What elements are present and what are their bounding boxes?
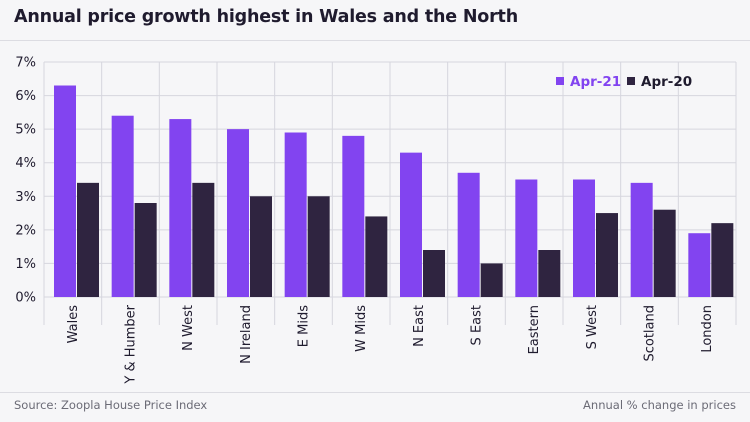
x-axis-ticks: Wales Y & Humber N West N Ireland E Mids W Mi… bbox=[66, 304, 715, 384]
grid-lines bbox=[43, 61, 737, 325]
x-tick-label: Wales bbox=[66, 305, 81, 344]
y-axis-ticks: 0% 1% 2% 3% 4% 5% 6% 7% bbox=[15, 56, 36, 306]
bar-apr-20-eastern bbox=[538, 250, 561, 297]
y-tick-label: 4% bbox=[15, 156, 36, 171]
bar-apr-21-w-mids bbox=[342, 135, 365, 297]
x-tick-label: N Ireland bbox=[239, 305, 254, 364]
y-tick-label: 6% bbox=[15, 89, 36, 104]
legend-swatch bbox=[627, 77, 635, 85]
source-note: Source: Zoopla House Price Index bbox=[14, 398, 208, 412]
y-tick-label: 7% bbox=[15, 56, 36, 71]
y-tick-label: 1% bbox=[15, 257, 36, 272]
legend: Apr-21 Apr-20 bbox=[556, 74, 692, 90]
y-tick-label: 3% bbox=[15, 190, 36, 205]
bar-apr-20-s-east bbox=[480, 263, 503, 297]
x-tick-label: London bbox=[700, 305, 715, 353]
bars bbox=[54, 85, 734, 297]
bar-apr-20-w-mids bbox=[365, 216, 388, 297]
bar-apr-21-n-west bbox=[169, 119, 192, 297]
x-tick-label: E Mids bbox=[297, 305, 312, 347]
y-tick-label: 0% bbox=[15, 291, 36, 306]
x-tick-label: Eastern bbox=[527, 305, 542, 354]
bar-apr-21-y-humber bbox=[111, 115, 134, 297]
bar-apr-21-london bbox=[688, 233, 711, 297]
bar-apr-20-y-humber bbox=[134, 203, 157, 297]
x-tick-label: Y & Humber bbox=[124, 304, 139, 384]
bar-apr-21-e-mids bbox=[284, 132, 307, 297]
bar-apr-21-n-ireland bbox=[227, 129, 249, 297]
bar-apr-20-n-west bbox=[192, 182, 215, 297]
units-note: Annual % change in prices bbox=[583, 398, 736, 412]
bar-apr-21-wales bbox=[54, 85, 76, 297]
bar-apr-21-s-east bbox=[457, 172, 480, 297]
legend-label: Apr-20 bbox=[641, 74, 692, 90]
x-tick-label: S East bbox=[470, 305, 485, 345]
bar-apr-20-s-west bbox=[596, 213, 618, 297]
legend-swatch bbox=[556, 77, 564, 85]
bar-apr-21-scotland bbox=[630, 182, 653, 297]
bar-apr-20-n-east bbox=[423, 250, 445, 297]
chart-title: Annual price growth highest in Wales and… bbox=[14, 7, 518, 27]
x-tick-label: W Mids bbox=[354, 305, 369, 352]
title-divider bbox=[0, 40, 750, 41]
bar-apr-21-eastern bbox=[515, 179, 538, 297]
bar-apr-20-scotland bbox=[653, 209, 676, 297]
bar-apr-21-s-west bbox=[573, 179, 595, 297]
bar-apr-21-n-east bbox=[400, 152, 422, 297]
bar-apr-20-london bbox=[711, 223, 734, 297]
bar-apr-20-wales bbox=[77, 182, 99, 297]
legend-label: Apr-21 bbox=[570, 74, 621, 90]
bar-apr-20-e-mids bbox=[307, 196, 330, 297]
footer-divider bbox=[0, 392, 750, 393]
bar-apr-20-n-ireland bbox=[250, 196, 272, 297]
x-tick-label: S West bbox=[585, 305, 600, 349]
x-tick-label: N East bbox=[412, 305, 427, 347]
x-tick-label: Scotland bbox=[643, 305, 658, 362]
x-tick-label: N West bbox=[181, 305, 196, 351]
y-tick-label: 5% bbox=[15, 123, 36, 138]
y-tick-label: 2% bbox=[15, 223, 36, 238]
